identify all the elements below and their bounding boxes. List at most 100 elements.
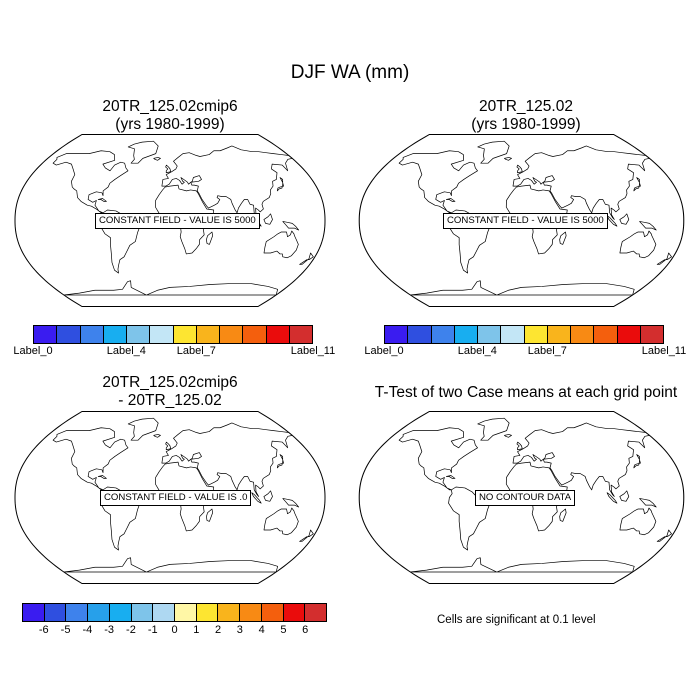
coastline-sumatra	[606, 215, 618, 227]
colorbar-tick-label: -5	[60, 624, 71, 636]
panel-2-title-line2: (yrs 1980-1999)	[471, 116, 581, 133]
colorbar-swatch	[305, 604, 327, 621]
panel-1-title: 20TR_125.02cmip6 (yrs 1980-1999)	[20, 98, 320, 134]
panel-2-title-line1: 20TR_125.02	[479, 98, 573, 115]
coastline-greenland	[127, 417, 159, 441]
colorbar-swatch	[175, 604, 197, 621]
coastline-cuba	[445, 475, 456, 479]
colorbar-swatch	[594, 326, 618, 343]
coastline-antarctica	[63, 557, 279, 573]
difference-colorbar	[22, 603, 327, 622]
coastline-japan	[276, 454, 284, 469]
coastline-antarctica	[63, 280, 279, 296]
colorbar-label: Label_4	[106, 345, 146, 357]
panel-3-title-line2: - 20TR_125.02	[118, 392, 222, 409]
colorbar-swatch	[103, 326, 127, 343]
colorbar-swatch	[547, 326, 571, 343]
coastline-madagascar	[206, 508, 213, 522]
colorbar-swatch	[431, 326, 455, 343]
coastline-eurasia	[512, 422, 650, 497]
colorbar-label: Label_0	[364, 345, 404, 357]
coastline-australia	[619, 507, 657, 536]
colorbar-tick-label: -4	[82, 624, 93, 636]
coastline-new-guinea	[639, 498, 657, 508]
colorbar-swatch	[478, 326, 502, 343]
colorbar-swatch	[23, 604, 45, 621]
panel-4-field-label: NO CONTOUR DATA	[475, 490, 576, 506]
colorbar-swatch	[88, 604, 110, 621]
colorbar-swatch	[617, 326, 641, 343]
colorbar-swatch	[220, 326, 244, 343]
colorbar-swatch	[266, 326, 290, 343]
colorbar-swatch	[385, 326, 409, 343]
coastline-sumatra	[606, 492, 618, 504]
coastline-antarctica	[410, 557, 635, 573]
colorbar-swatch	[150, 326, 174, 343]
colorbar-swatch	[218, 604, 241, 621]
significance-note: Cells are significant at 0.1 level	[437, 614, 596, 626]
colorbar-tick-label: -2	[126, 624, 136, 636]
colorbar-swatch	[524, 326, 548, 343]
coastline-cuba	[445, 198, 456, 202]
coastline-borneo	[263, 490, 273, 502]
coastline-eurasia	[161, 422, 293, 497]
coastline-madagascar	[559, 508, 567, 522]
colorbar-swatch	[283, 604, 306, 621]
colorbar-tick-label: 0	[171, 624, 178, 636]
coastline-japan	[276, 177, 284, 192]
coastline-uk	[165, 441, 172, 451]
colorbar-tick-label: 2	[215, 624, 222, 636]
colorbar-label: Label_4	[457, 345, 497, 357]
coastline-iceland	[504, 157, 512, 161]
coastline-madagascar	[559, 231, 567, 245]
colorbar-swatch	[501, 326, 525, 343]
colorbar-swatch	[289, 326, 312, 343]
figure-title: DJF WA (mm)	[290, 62, 410, 83]
colorbar-swatch	[240, 604, 262, 621]
coastline-borneo	[619, 213, 630, 225]
colorbar-swatch	[196, 326, 220, 343]
coastline-iceland	[504, 434, 512, 438]
panel-2-field-label: CONSTANT FIELD - VALUE IS 5000	[443, 213, 608, 229]
coastline-iceland	[153, 157, 161, 161]
colorbar-tick-label: 6	[302, 624, 309, 636]
coastline-north-america	[398, 150, 478, 214]
colorbar-swatch	[243, 326, 267, 343]
colorbar-swatch	[196, 604, 219, 621]
coastline-australia	[263, 507, 299, 536]
coastline-eurasia	[512, 145, 650, 220]
coastline-borneo	[263, 213, 273, 225]
colorbar-tick-label: 1	[193, 624, 200, 636]
panel-1-title-line2: (yrs 1980-1999)	[115, 116, 225, 133]
colorbar-swatch	[408, 326, 432, 343]
coastline-japan	[633, 454, 641, 469]
coastline-australia	[263, 230, 299, 259]
coastline-north-america	[398, 427, 478, 491]
colorbar-tick-label: 5	[280, 624, 287, 636]
colorbar-swatch	[57, 326, 81, 343]
coastline-greenland	[127, 140, 159, 164]
panel-2-title: 20TR_125.02 (yrs 1980-1999)	[376, 98, 676, 134]
colorbar-label: Label_0	[13, 345, 53, 357]
colorbar-swatch	[44, 604, 67, 621]
panel-3-field-label: CONSTANT FIELD - VALUE IS .0	[100, 490, 252, 506]
colorbar-swatch	[80, 326, 104, 343]
colorbar-swatch	[127, 326, 151, 343]
colorbar-swatch	[34, 326, 58, 343]
coastline-greenland	[477, 417, 510, 441]
panel-1-colorbar	[33, 325, 313, 344]
colorbar-tick-label: -6	[38, 624, 49, 636]
coastline-cuba	[97, 475, 107, 479]
colorbar-swatch	[109, 604, 132, 621]
coastline-new-zealand	[656, 529, 672, 542]
coastline-australia	[619, 230, 657, 259]
coastline-new-zealand	[299, 252, 314, 265]
colorbar-label: Label_11	[290, 345, 336, 357]
coastline-sumatra	[251, 492, 262, 504]
colorbar-swatch	[66, 604, 89, 621]
colorbar-swatch	[261, 604, 284, 621]
colorbar-label: Label_7	[527, 345, 567, 357]
coastline-new-guinea	[639, 221, 657, 231]
coastline-new-zealand	[299, 529, 314, 542]
panel-1-field-label: CONSTANT FIELD - VALUE IS 5000	[95, 213, 260, 229]
